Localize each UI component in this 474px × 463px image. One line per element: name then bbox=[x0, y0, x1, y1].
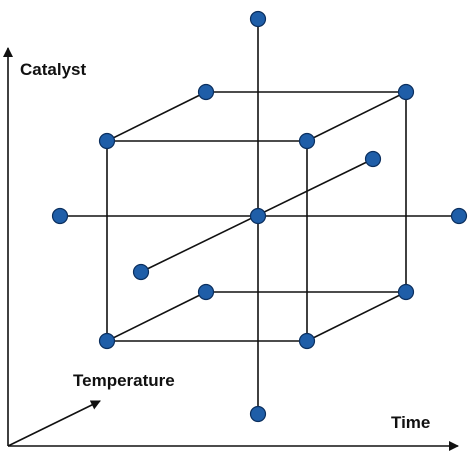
time-axis-label: Time bbox=[391, 413, 430, 432]
axial-point-back bbox=[364, 150, 382, 168]
axial-point-left bbox=[51, 207, 69, 225]
cube-corner-point bbox=[98, 332, 116, 350]
axes bbox=[2, 47, 459, 451]
axial-point-right bbox=[450, 207, 468, 225]
cube-corner-point bbox=[197, 283, 215, 301]
design-points bbox=[51, 10, 468, 423]
cube-corner-point bbox=[98, 132, 116, 150]
cube-corner-point bbox=[397, 83, 415, 101]
axial-point-bottom bbox=[249, 405, 267, 423]
temperature-axis bbox=[7, 400, 101, 447]
cube-edge bbox=[306, 91, 407, 142]
cube-corner-point bbox=[298, 132, 316, 150]
center-point bbox=[249, 207, 267, 225]
axial-point-top bbox=[249, 10, 267, 28]
cube-edge bbox=[106, 291, 207, 342]
cube-corner-point bbox=[298, 332, 316, 350]
cube-corner-point bbox=[397, 283, 415, 301]
axial-point-front bbox=[132, 263, 150, 281]
cube-edge bbox=[306, 291, 407, 342]
catalyst-axis-label: Catalyst bbox=[20, 60, 86, 79]
temperature-axis-label: Temperature bbox=[73, 371, 175, 390]
cube-edge bbox=[106, 91, 207, 142]
cube-corner-point bbox=[197, 83, 215, 101]
